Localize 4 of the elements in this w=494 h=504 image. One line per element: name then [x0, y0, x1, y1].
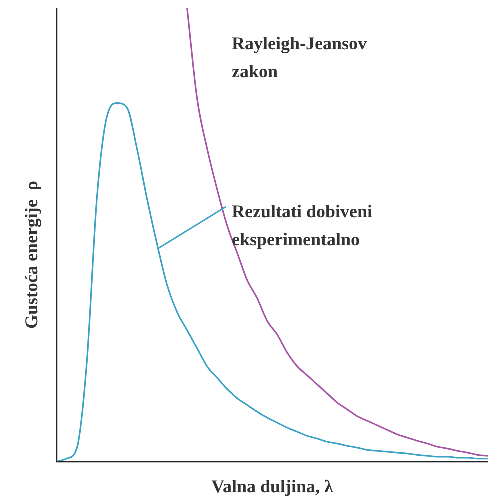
y-axis-title: Gustoća energije ρ: [22, 180, 42, 330]
x-axis-title: Valna duljina, λ: [212, 476, 334, 497]
text: Rayleigh-Jeansov zakon: [232, 34, 367, 82]
legend-label: Rezultati dobiveni eksperimentalno: [232, 202, 373, 250]
